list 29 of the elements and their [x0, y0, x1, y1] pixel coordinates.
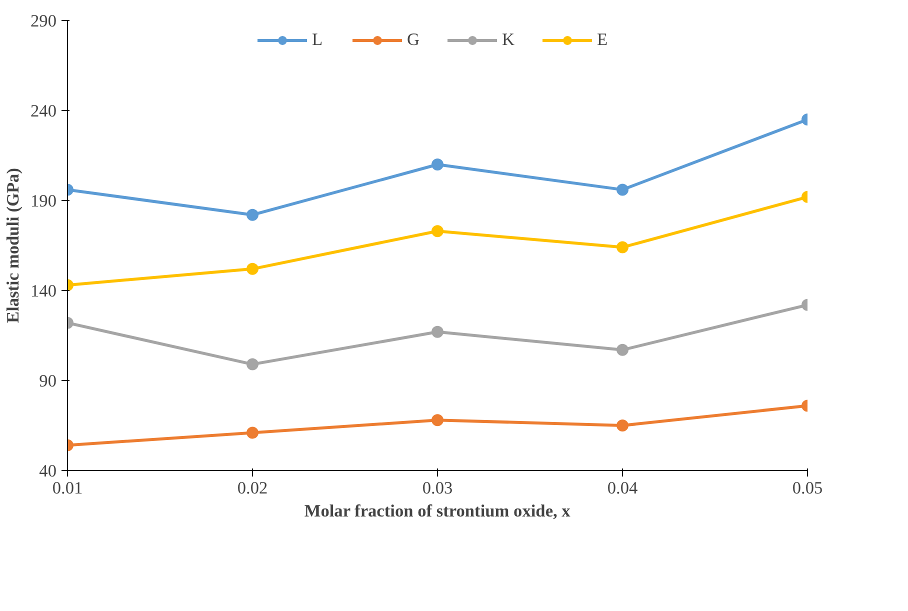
y-tick-label: 190 — [30, 192, 57, 210]
point — [246, 262, 258, 275]
point — [432, 414, 444, 426]
point — [246, 426, 258, 439]
point — [616, 344, 628, 356]
point — [432, 225, 444, 238]
x-tick-label: 0.05 — [792, 478, 823, 498]
y-tick-label: 240 — [30, 102, 57, 120]
x-tick-label: 0.01 — [52, 478, 83, 498]
x-tick-label: 0.04 — [607, 478, 638, 498]
y-tick-label: 140 — [30, 282, 57, 300]
y-tick-label: 90 — [39, 372, 56, 390]
x-axis-title: Molar fraction of strontium oxide, x — [304, 502, 571, 520]
y-tick-label: 290 — [30, 12, 57, 30]
point — [246, 208, 258, 221]
point — [432, 158, 444, 170]
point — [616, 184, 628, 196]
point — [432, 326, 444, 338]
point — [616, 420, 628, 432]
y-tick-label: 40 — [39, 462, 56, 480]
x-tick-label: 0.02 — [237, 478, 268, 498]
legend-label: K — [502, 30, 516, 50]
x-tick-label: 0.03 — [422, 478, 453, 498]
point — [246, 358, 258, 370]
point — [616, 241, 628, 254]
legend-label: L — [312, 30, 324, 50]
legend-label: G — [407, 30, 421, 50]
y-axis-title: Elastic moduli (GPa) — [4, 168, 23, 323]
legend-label: E — [597, 30, 609, 50]
